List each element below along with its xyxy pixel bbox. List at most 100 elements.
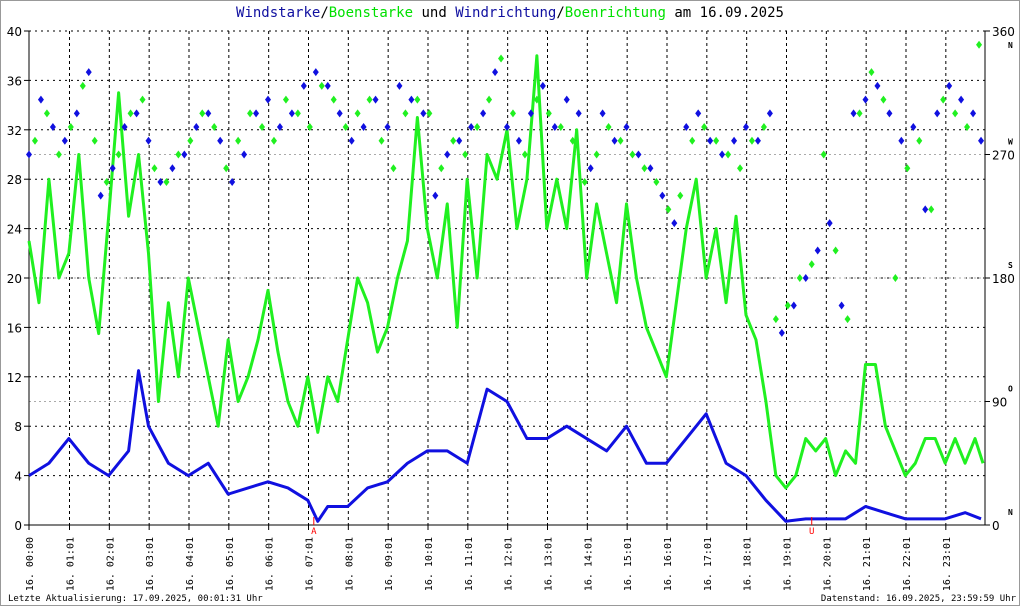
point-boenrichtung [139, 95, 146, 104]
point-boenrichtung [784, 301, 791, 310]
point-boenrichtung [677, 191, 684, 200]
point-windrichtung [850, 109, 857, 118]
point-boenrichtung [713, 136, 720, 145]
x-tick-label: 16. 23:01 [942, 537, 953, 591]
point-boenrichtung [450, 136, 457, 145]
point-boenrichtung [306, 123, 313, 132]
point-boenrichtung [629, 150, 636, 159]
x-tick-label: 16. 16:01 [663, 537, 674, 591]
title-winddir: Windrichtung [455, 5, 557, 21]
point-windrichtung [384, 123, 391, 132]
point-windrichtung [217, 136, 224, 145]
point-windrichtung [241, 150, 248, 159]
x-tick-label: 16. 19:01 [782, 537, 793, 591]
point-boenrichtung [318, 81, 325, 90]
point-boenrichtung [856, 109, 863, 118]
point-boenrichtung [342, 123, 349, 132]
point-boenrichtung [760, 123, 767, 132]
point-boenrichtung [533, 95, 540, 104]
point-boenrichtung [330, 95, 337, 104]
point-boenrichtung [557, 123, 564, 132]
point-windrichtung [611, 136, 618, 145]
point-boenrichtung [103, 177, 110, 186]
point-boenrichtung [43, 109, 50, 118]
point-boenrichtung [940, 95, 947, 104]
point-boenrichtung [151, 164, 158, 173]
point-boenrichtung [79, 81, 86, 90]
y-tick-label-left: 28 [7, 173, 22, 187]
y-tick-label-right: 180 [992, 272, 1015, 286]
point-windrichtung [300, 81, 307, 90]
annotation-label: A [311, 527, 317, 537]
y-tick-label-left: 0 [14, 519, 22, 533]
point-windrichtung [456, 136, 463, 145]
point-boenrichtung [892, 274, 899, 282]
point-boenrichtung [294, 109, 301, 118]
point-windrichtung [527, 109, 534, 118]
y-tick-label-left: 4 [14, 470, 22, 484]
point-boenrichtung [928, 205, 935, 214]
point-boenrichtung [868, 68, 875, 77]
x-tick-label: 16. 00:00 [25, 537, 36, 591]
x-tick-label: 16. 21:01 [862, 537, 873, 591]
point-boenrichtung [402, 109, 409, 118]
point-windrichtung [886, 109, 893, 118]
point-boenrichtung [593, 150, 600, 159]
point-boenrichtung [725, 150, 732, 159]
point-windrichtung [814, 246, 821, 255]
point-boenrichtung [163, 177, 170, 186]
point-boenrichtung [55, 150, 62, 159]
point-windrichtung [372, 95, 379, 104]
point-windrichtung [719, 150, 726, 159]
x-tick-label: 16. 11:01 [464, 537, 475, 591]
point-boenrichtung [31, 136, 38, 145]
point-windrichtung [205, 109, 212, 118]
x-tick-label: 16. 01:01 [65, 537, 76, 591]
point-boenrichtung [211, 123, 218, 132]
point-windrichtung [743, 123, 749, 132]
point-boenrichtung [653, 177, 660, 186]
point-boenrichtung [438, 164, 445, 173]
point-windrichtung [958, 95, 965, 104]
point-windrichtung [695, 109, 702, 118]
point-boenrichtung [187, 136, 194, 145]
point-boenrichtung [366, 95, 373, 104]
point-boenrichtung [844, 315, 851, 324]
point-boenrichtung [748, 136, 755, 145]
point-windrichtung [934, 109, 941, 118]
point-windrichtung [922, 205, 929, 214]
point-windrichtung [754, 136, 761, 145]
point-boenrichtung [235, 136, 242, 145]
x-tick-label: 16. 22:01 [902, 537, 913, 591]
point-boenrichtung [737, 164, 744, 173]
point-boenrichtung [414, 95, 421, 104]
point-windrichtung [910, 123, 917, 132]
title-gustdir: Boenrichtung [564, 5, 666, 21]
point-windrichtung [157, 177, 164, 186]
point-boenrichtung [474, 123, 481, 132]
point-boenrichtung [569, 136, 576, 145]
point-windrichtung [778, 328, 785, 337]
point-boenrichtung [545, 109, 552, 118]
point-windrichtung [37, 95, 44, 104]
title-wind: Windstarke [236, 5, 321, 21]
y-tick-label-left: 16 [7, 321, 22, 335]
point-windrichtung [276, 123, 283, 132]
point-windrichtung [145, 136, 152, 145]
point-boenrichtung [390, 164, 397, 173]
y-tick-label-left: 20 [7, 272, 22, 286]
point-boenrichtung [820, 150, 827, 159]
point-windrichtung [253, 109, 260, 118]
y-tick-label-left: 32 [7, 124, 22, 138]
point-boenrichtung [486, 95, 493, 104]
point-windrichtung [970, 109, 977, 118]
point-windrichtung [288, 109, 295, 118]
point-boenrichtung [521, 150, 528, 159]
point-windrichtung [563, 95, 570, 104]
point-boenrichtung [605, 123, 612, 132]
point-windrichtung [551, 123, 558, 132]
point-boenrichtung [498, 54, 505, 63]
point-windrichtung [432, 191, 439, 200]
point-boenrichtung [247, 109, 254, 118]
